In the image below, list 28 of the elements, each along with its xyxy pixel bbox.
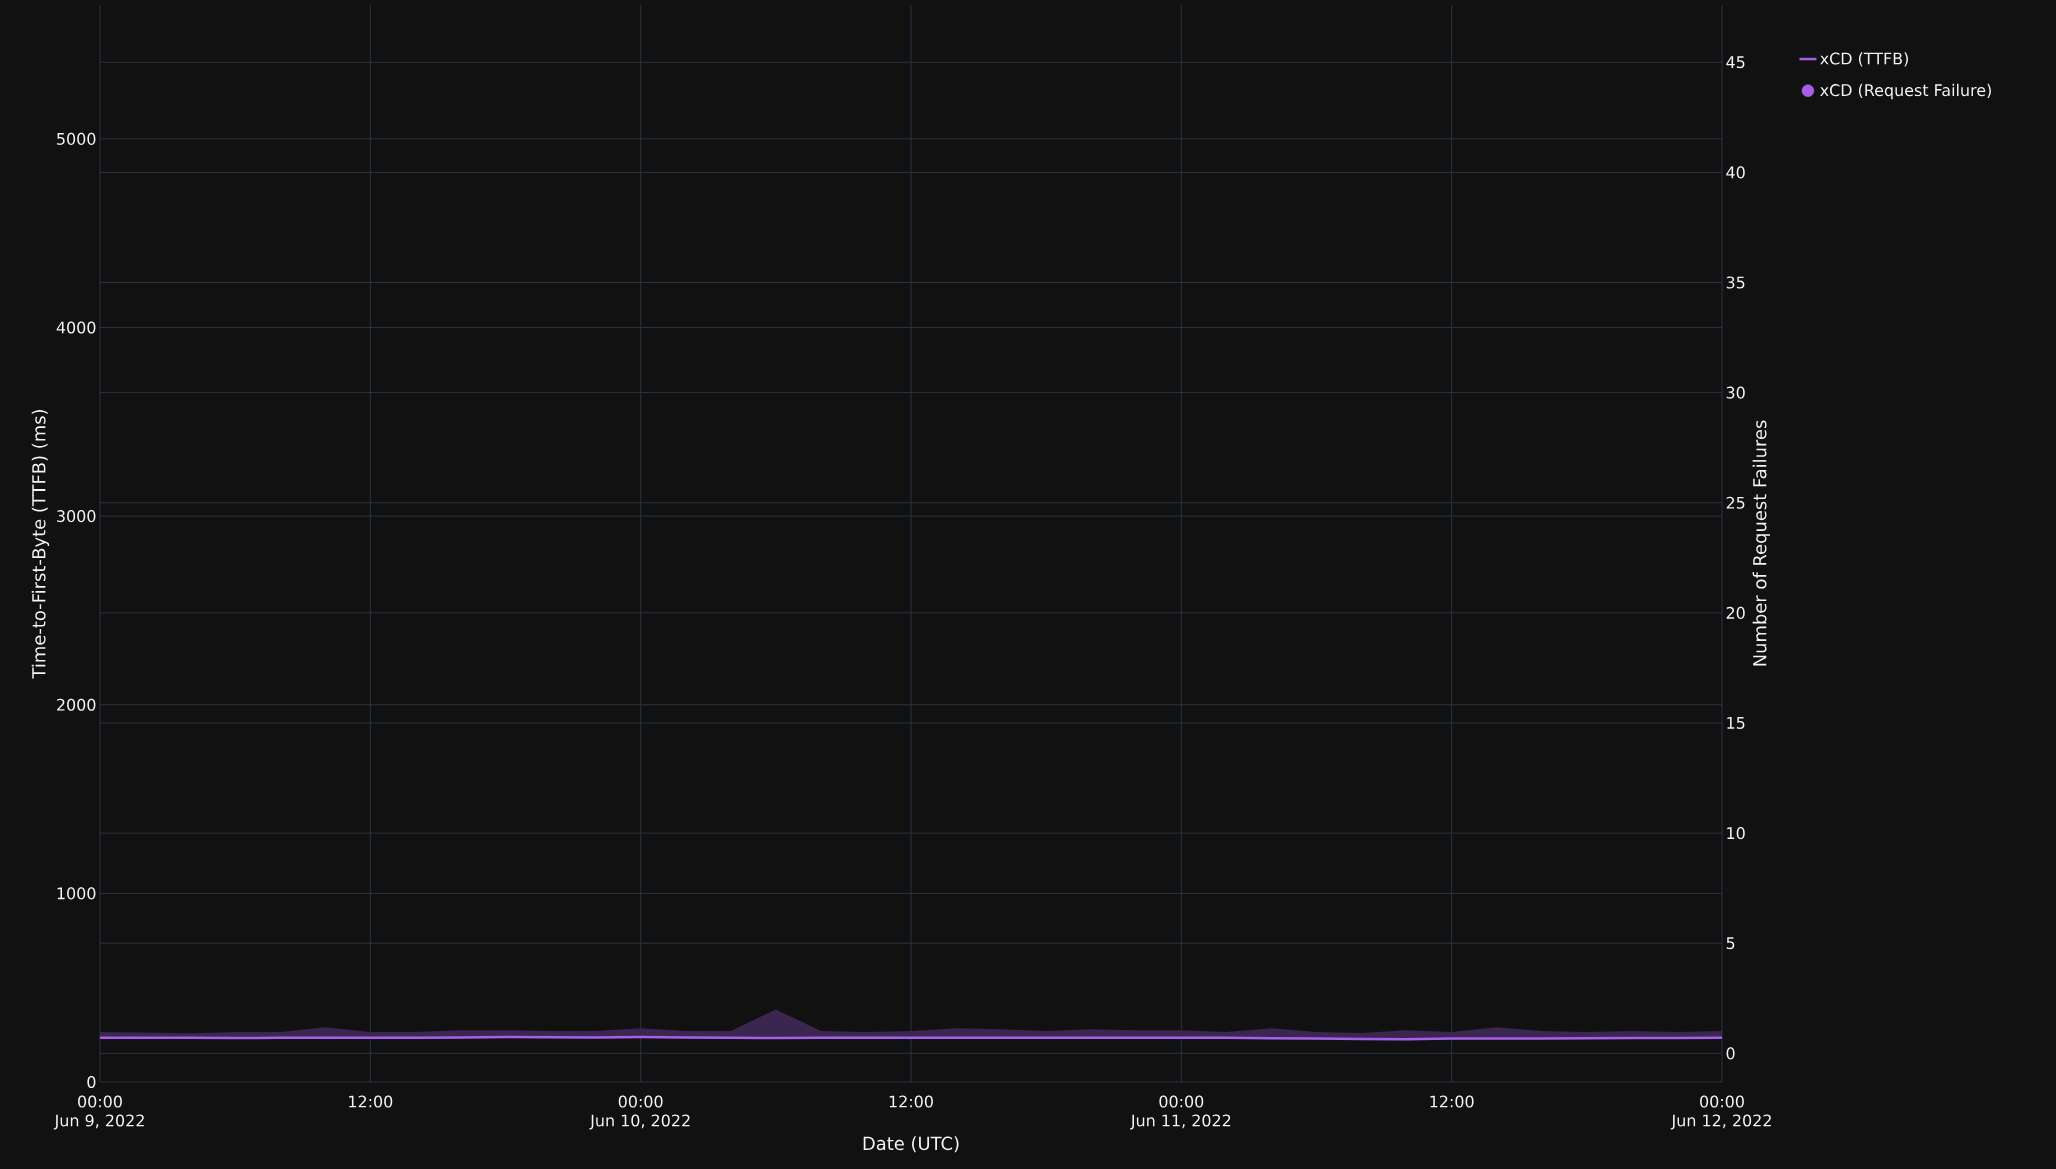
y2-axis-title: Number of Request Failures xyxy=(1752,420,1771,666)
y2-tick-label: 0 xyxy=(1726,1047,1735,1060)
x-tick-label: 00:00 Jun 10, 2022 xyxy=(589,1095,690,1130)
y-axis-title: Time-to-First-Byte (TTFB) (ms) xyxy=(31,409,50,679)
y2-tick-label: 35 xyxy=(1726,276,1745,289)
x-tick-label: 00:00 Jun 11, 2022 xyxy=(1130,1095,1231,1130)
y-tick-label: 5000 xyxy=(57,132,96,145)
y2-tick-label: 45 xyxy=(1726,56,1745,69)
y-tick-label: 1000 xyxy=(57,887,96,900)
x-tick-label: 00:00 Jun 9, 2022 xyxy=(53,1095,144,1130)
y2-tick-label: 10 xyxy=(1727,827,1745,840)
x-tick-label: 00:00 Jun 12, 2022 xyxy=(1670,1095,1771,1130)
y2-tick-label: 5 xyxy=(1726,937,1735,950)
y2-tick-label: 25 xyxy=(1726,496,1745,509)
legend-label: xCD (Request Failure) xyxy=(1820,83,1991,100)
y2-tick-label: 15 xyxy=(1727,717,1745,729)
y2-tick-label: 20 xyxy=(1726,606,1745,619)
x-axis-title: Date (UTC) xyxy=(863,1136,959,1153)
legend-label: xCD (TTFB) xyxy=(1820,52,1908,67)
x-tick-label: 12:00 xyxy=(1430,1095,1474,1108)
x-tick-label: 12:00 xyxy=(889,1095,933,1108)
y-tick-label: 0 xyxy=(87,1075,96,1089)
y-tick-label: 4000 xyxy=(56,321,96,334)
y-tick-label: 2000 xyxy=(57,698,96,711)
y2-tick-label: 30 xyxy=(1726,386,1745,399)
y-tick-label: 3000 xyxy=(57,510,96,523)
x-tick-label: 12:00 xyxy=(349,1095,393,1108)
y2-tick-label: 40 xyxy=(1726,166,1745,179)
